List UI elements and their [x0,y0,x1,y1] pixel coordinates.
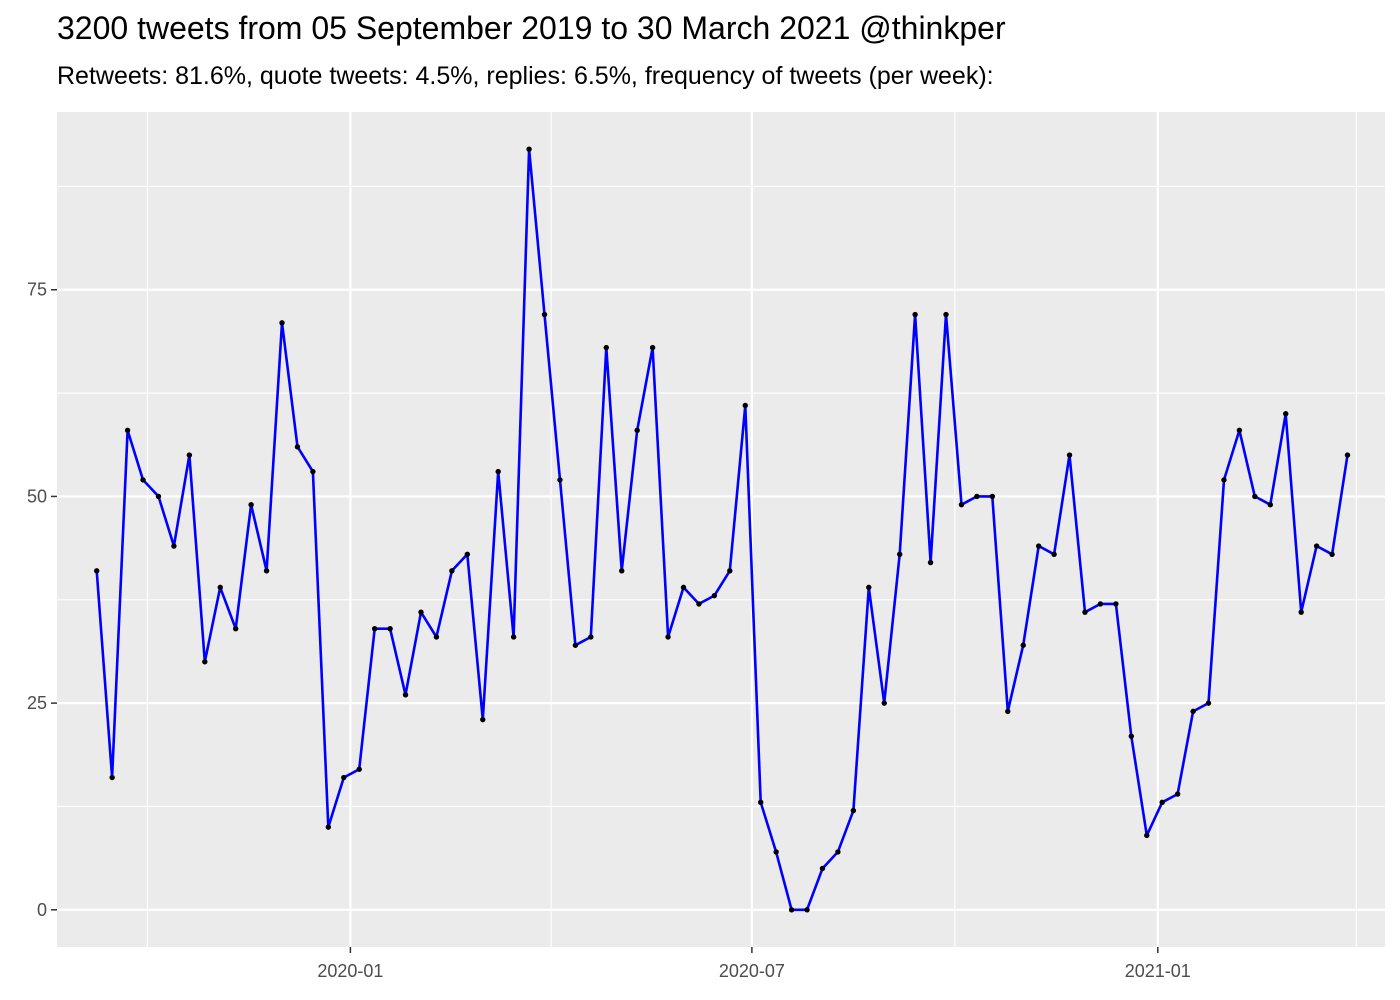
data-point [1113,601,1119,607]
data-point [1313,543,1320,549]
data-point [387,626,393,632]
data-point [649,344,656,351]
data-point [572,642,579,648]
plot-panel [57,112,1385,947]
data-point [217,584,223,591]
data-point [788,907,795,913]
data-point [371,626,378,632]
data-point [758,799,764,806]
data-point [1221,477,1227,483]
data-point [433,634,440,640]
data-point [186,452,193,458]
data-point [866,584,872,591]
data-point [510,634,517,640]
x-tick-label: 2020-07 [719,961,785,981]
data-point [1035,543,1042,549]
data-point [727,568,733,574]
data-point [680,584,687,591]
data-point [819,865,826,872]
data-point [1082,609,1088,615]
data-point [449,568,455,574]
data-point [665,634,671,640]
data-point [1128,733,1135,739]
data-point [279,320,285,326]
data-point [1283,411,1289,417]
data-point [480,716,486,723]
data-point [202,659,208,665]
x-tick-label: 2020-01 [317,961,383,981]
data-point [94,568,100,574]
data-point [1097,601,1104,607]
data-point [696,601,702,607]
data-point [341,774,347,781]
data-point [109,774,115,781]
data-point [356,766,362,772]
data-point [402,692,409,698]
data-point [1344,452,1351,458]
data-point [603,344,609,351]
data-point [124,427,131,433]
data-point [171,543,177,549]
data-point [943,311,949,318]
data-point [896,551,903,558]
data-point [557,477,563,483]
data-point [418,609,424,615]
data-point [1159,799,1165,806]
data-point [1174,791,1181,797]
data-point [1205,700,1212,706]
data-point [850,807,857,814]
data-point [1020,642,1026,648]
data-point [912,311,918,318]
data-point [263,568,270,574]
data-point [1190,708,1196,715]
data-point [958,501,965,508]
data-point [619,568,625,574]
data-point [1005,708,1011,715]
data-point [140,477,146,483]
data-point [1252,493,1258,500]
y-tick-label: 50 [27,486,47,506]
data-point [1236,427,1243,433]
data-point [310,468,316,475]
data-point [927,559,934,566]
data-point [325,824,332,830]
data-point [773,849,779,855]
data-point [989,493,996,500]
x-tick-label: 2021-01 [1125,961,1191,981]
data-point [232,626,239,632]
data-point [248,501,254,508]
data-point [835,849,841,855]
data-point [1144,832,1150,839]
data-point [464,551,471,558]
data-point [155,493,162,500]
data-point [1267,501,1273,508]
chart-subtitle: Retweets: 81.6%, quote tweets: 4.5%, rep… [57,62,994,90]
data-point [974,493,980,500]
y-tick-label: 25 [27,693,47,713]
data-point [804,907,810,913]
data-point [588,634,594,640]
data-point [495,468,501,475]
data-point [742,402,748,409]
data-point [1066,452,1073,458]
y-tick-label: 0 [37,900,47,920]
data-point [526,146,532,152]
chart-title: 3200 tweets from 05 September 2019 to 30… [57,10,1006,46]
data-point [881,700,887,706]
data-point [634,427,640,433]
data-point [294,444,301,450]
data-point [711,592,718,599]
data-point [1051,551,1057,558]
y-tick-label: 75 [27,280,47,300]
data-point [1298,609,1304,615]
data-point [541,311,548,318]
data-point [1329,551,1335,558]
series-line [95,147,1349,912]
